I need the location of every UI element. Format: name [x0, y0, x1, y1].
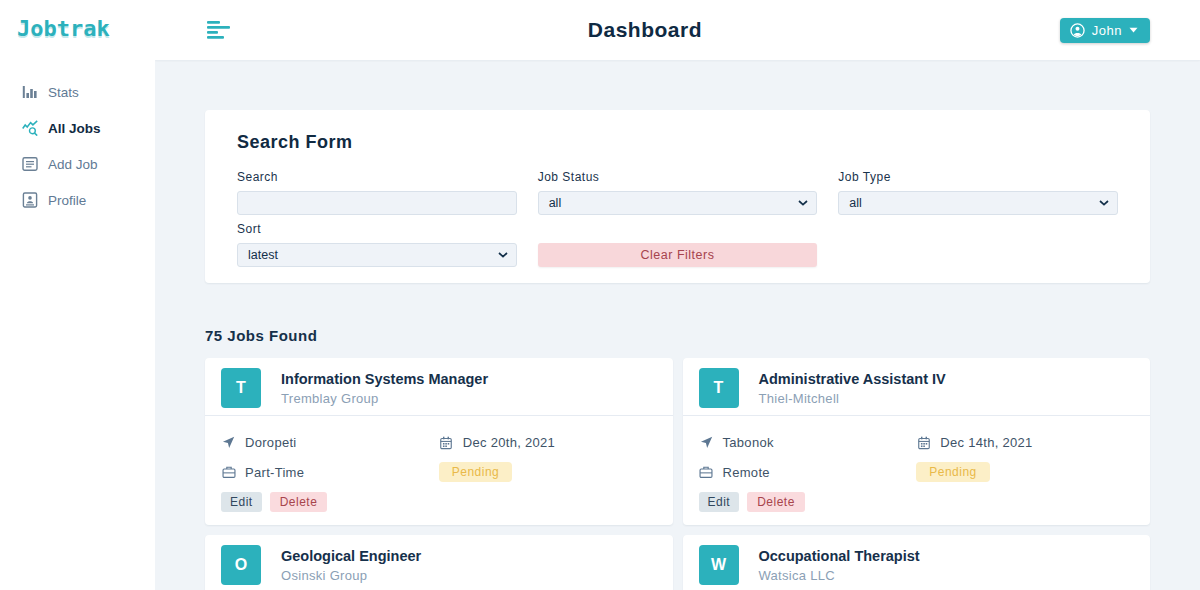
sidebar-item-label: Add Job — [48, 157, 98, 172]
user-menu-button[interactable]: John — [1060, 18, 1150, 43]
profile-card-icon — [22, 192, 38, 208]
job-title: Information Systems Manager — [281, 371, 488, 387]
job-title: Geological Engineer — [281, 548, 421, 564]
top-navbar: Dashboard John — [155, 0, 1200, 60]
job-date-text: Dec 14th, 2021 — [940, 435, 1032, 450]
sidebar-item-label: All Jobs — [48, 121, 101, 136]
job-card: W Occupational Therapist Watsica LLC — [683, 535, 1151, 590]
job-type: Part-Time — [221, 465, 439, 480]
job-type-field: Job Type all — [838, 170, 1118, 215]
sidebar-item-add-job[interactable]: Add Job — [0, 146, 155, 182]
job-card: T Administrative Assistant IV Thiel-Mitc… — [683, 358, 1151, 525]
job-company: Thiel-Mitchell — [759, 391, 946, 406]
job-location-text: Doropeti — [245, 435, 297, 450]
job-company: Watsica LLC — [759, 568, 920, 583]
search-field: Search — [237, 170, 517, 215]
job-status-value: all — [549, 196, 562, 210]
briefcase-icon — [699, 465, 714, 479]
form-icon — [22, 156, 38, 172]
align-left-icon — [207, 20, 230, 40]
job-date: Dec 20th, 2021 — [439, 435, 657, 450]
sort-label: Sort — [237, 222, 517, 236]
job-date-text: Dec 20th, 2021 — [463, 435, 555, 450]
search-form-title: Search Form — [237, 132, 1118, 153]
sort-field: Sort latest — [237, 222, 517, 267]
calendar-icon — [916, 436, 931, 450]
company-initial-badge: T — [699, 368, 739, 408]
job-status-label: Job Status — [538, 170, 818, 184]
sidebar-item-label: Stats — [48, 85, 79, 100]
clear-filters-cell: Clear Filters — [538, 243, 818, 267]
query-stats-icon — [22, 120, 38, 136]
sidebar: Jobtrak Stats All Jobs Add Job Profile — [0, 0, 155, 590]
sidebar-toggle-button[interactable] — [207, 20, 230, 40]
status-badge: Pending — [439, 462, 513, 482]
delete-button[interactable]: Delete — [270, 492, 328, 512]
job-type-select[interactable]: all — [838, 191, 1118, 215]
caret-down-icon — [1129, 27, 1138, 33]
job-card: O Geological Engineer Osinski Group — [205, 535, 673, 590]
sidebar-item-stats[interactable]: Stats — [0, 74, 155, 110]
sort-select[interactable]: latest — [237, 243, 517, 267]
jobs-count-heading: 75 Jobs Found — [205, 327, 1150, 344]
briefcase-icon — [221, 465, 236, 479]
job-type-text: Part-Time — [245, 465, 304, 480]
delete-button[interactable]: Delete — [747, 492, 805, 512]
page-title: Dashboard — [588, 18, 702, 42]
sidebar-item-label: Profile — [48, 193, 86, 208]
chevron-down-icon — [1099, 200, 1109, 206]
sidebar-item-all-jobs[interactable]: All Jobs — [0, 110, 155, 146]
job-location: Tabonok — [699, 435, 917, 450]
job-type-value: all — [849, 196, 862, 210]
bar-chart-icon — [22, 84, 38, 100]
company-initial-badge: T — [221, 368, 261, 408]
job-status-field: Job Status all — [538, 170, 818, 215]
chevron-down-icon — [498, 252, 508, 258]
company-initial-badge: W — [699, 545, 739, 585]
status-badge: Pending — [916, 462, 990, 482]
job-status-select[interactable]: all — [538, 191, 818, 215]
job-company: Tremblay Group — [281, 391, 488, 406]
sort-value: latest — [248, 248, 278, 262]
brand-logo: Jobtrak — [0, 0, 155, 41]
job-card: T Information Systems Manager Tremblay G… — [205, 358, 673, 525]
job-type-text: Remote — [723, 465, 770, 480]
job-title: Administrative Assistant IV — [759, 371, 946, 387]
company-initial-badge: O — [221, 545, 261, 585]
chevron-down-icon — [798, 200, 808, 206]
job-date: Dec 14th, 2021 — [916, 435, 1134, 450]
location-arrow-icon — [221, 436, 236, 449]
search-input[interactable] — [237, 191, 517, 215]
edit-button[interactable]: Edit — [699, 492, 740, 512]
sidebar-nav: Stats All Jobs Add Job Profile — [0, 74, 155, 218]
location-arrow-icon — [699, 436, 714, 449]
main-content: Search Form Search Job Status all Job Ty… — [155, 60, 1200, 590]
user-circle-icon — [1070, 23, 1085, 38]
search-label: Search — [237, 170, 517, 184]
job-title: Occupational Therapist — [759, 548, 920, 564]
job-type-label: Job Type — [838, 170, 1118, 184]
job-type: Remote — [699, 465, 917, 480]
calendar-icon — [439, 436, 454, 450]
user-name: John — [1092, 23, 1122, 38]
jobs-grid: T Information Systems Manager Tremblay G… — [205, 358, 1150, 590]
clear-filters-button[interactable]: Clear Filters — [538, 243, 818, 267]
job-company: Osinski Group — [281, 568, 421, 583]
job-location-text: Tabonok — [723, 435, 774, 450]
search-form-card: Search Form Search Job Status all Job Ty… — [205, 110, 1150, 283]
edit-button[interactable]: Edit — [221, 492, 262, 512]
job-location: Doropeti — [221, 435, 439, 450]
sidebar-item-profile[interactable]: Profile — [0, 182, 155, 218]
